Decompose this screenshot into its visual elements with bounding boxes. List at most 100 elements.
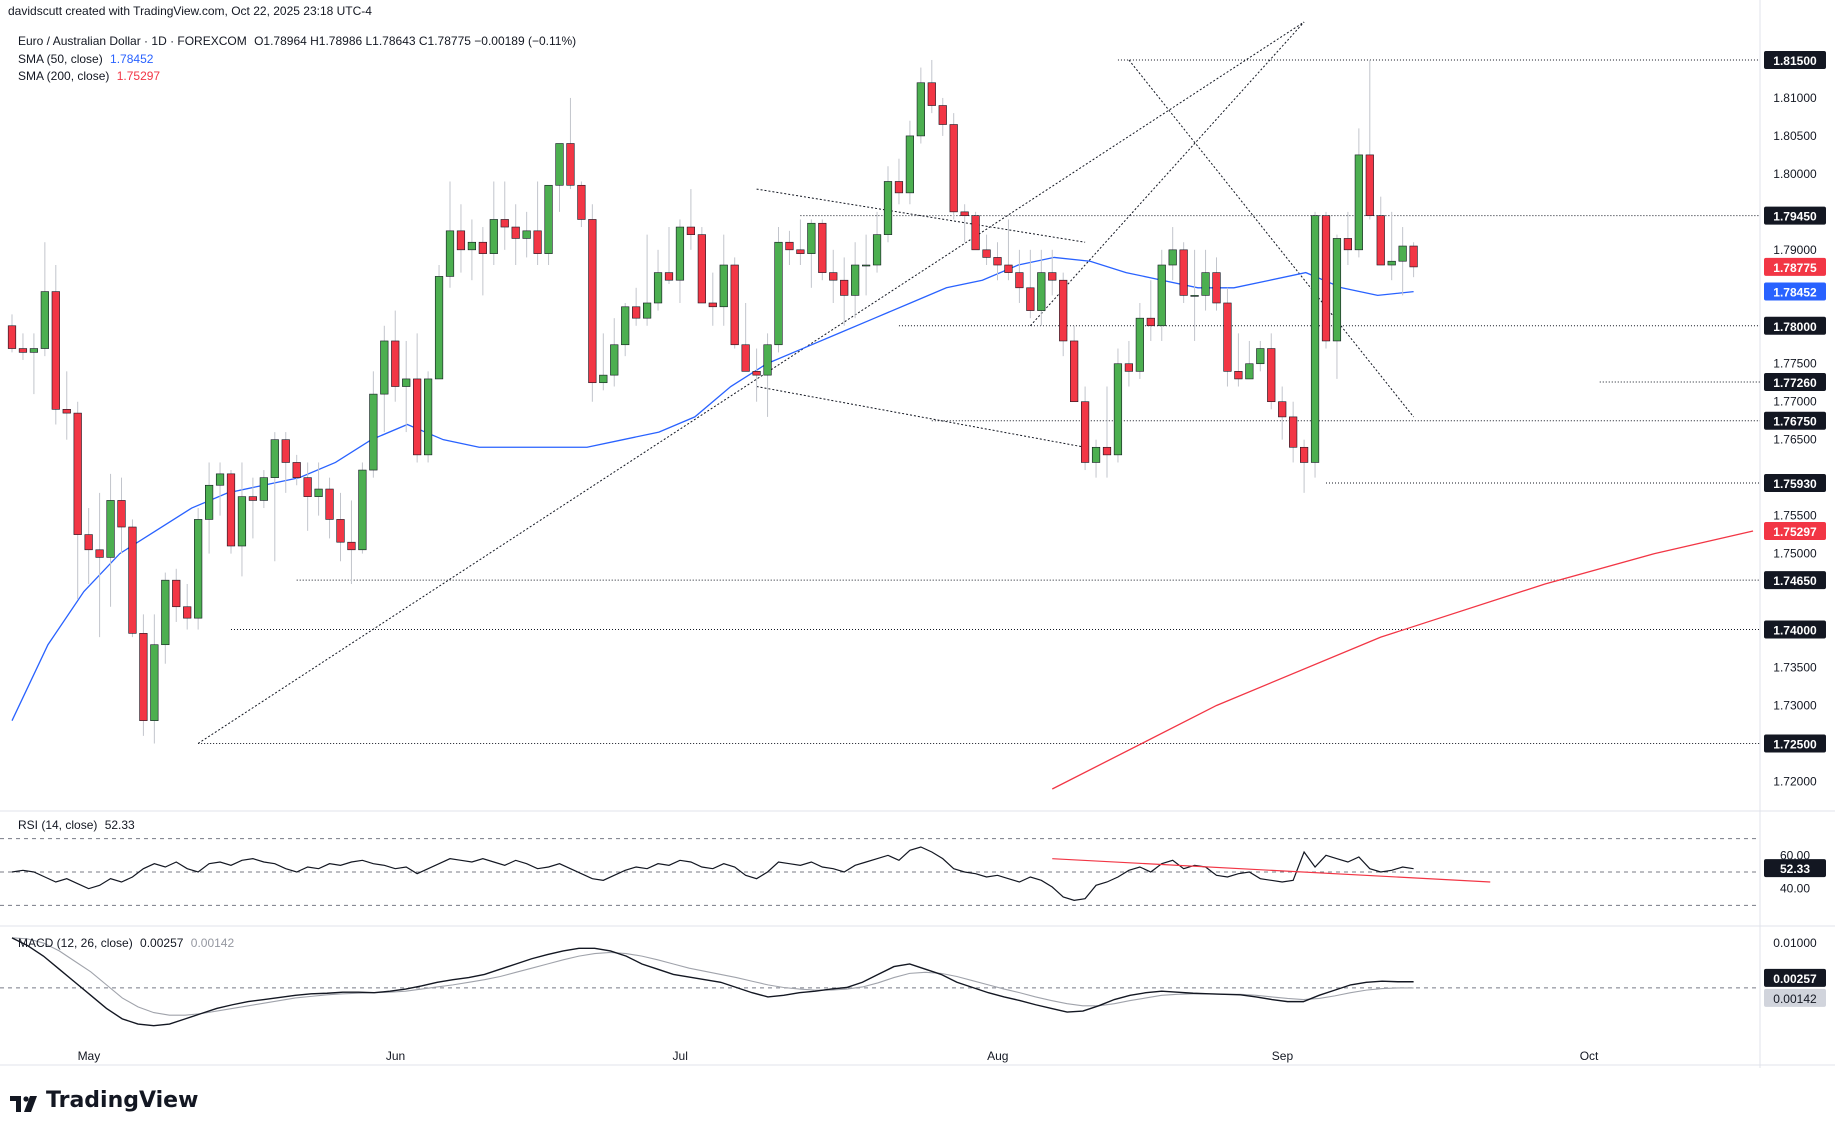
candle-body <box>708 302 717 308</box>
sma200-legend[interactable]: SMA (200, close) 1.75297 <box>18 69 160 83</box>
candle <box>566 97 575 190</box>
last-close-tag: 1.78775 <box>1764 257 1826 276</box>
candle-body <box>259 477 268 501</box>
rsi-tick-label: 60.00 <box>1780 848 1810 862</box>
candle <box>478 227 487 296</box>
rsi-label: RSI (14, close) <box>18 818 98 832</box>
candle <box>533 181 542 266</box>
sma50-value-tag-bg <box>1764 282 1826 301</box>
candle <box>161 572 170 664</box>
candle-body <box>1004 264 1013 273</box>
candle-body <box>807 222 816 254</box>
rsi-tag-label: 52.33 <box>1780 862 1810 876</box>
candle-body <box>380 340 389 395</box>
candle-body <box>1015 272 1024 289</box>
candle-body <box>938 105 947 125</box>
macd-legend[interactable]: MACD (12, 26, close) 0.00257 0.00142 <box>18 936 234 950</box>
candle <box>117 477 126 554</box>
candle <box>522 211 531 258</box>
candle-body <box>369 393 378 471</box>
sma50-value-tag: 1.78452 <box>1764 282 1826 301</box>
candle-body <box>347 541 356 551</box>
tradingview-logo[interactable]: TradingView <box>10 1088 198 1113</box>
candle-body <box>1398 245 1407 262</box>
candle <box>653 249 663 311</box>
candle <box>1398 227 1407 296</box>
candle-body <box>73 412 82 535</box>
candles <box>7 59 1418 744</box>
time-tick-label: Jun <box>386 1049 405 1063</box>
macd-pane <box>0 937 1760 1027</box>
candle-body <box>905 135 914 194</box>
price-tick-label: 1.76500 <box>1773 433 1817 447</box>
candle <box>1310 211 1320 478</box>
candle-body <box>1278 401 1287 418</box>
level-price-tag: 1.75930 <box>1764 473 1826 492</box>
candle <box>336 492 345 562</box>
level-tag-bg <box>1764 620 1826 639</box>
candle-body <box>1245 363 1254 380</box>
candle <box>1354 128 1363 258</box>
candle-body <box>1343 238 1352 251</box>
candle-body <box>511 226 520 239</box>
candle-body <box>40 291 49 349</box>
candle <box>1179 242 1188 303</box>
candle-body <box>1135 317 1144 372</box>
candle <box>29 333 39 395</box>
candle <box>544 184 553 266</box>
symbol-title: Euro / Australian Dollar · 1D · FOREXCOM <box>18 34 247 48</box>
candle <box>1289 401 1298 463</box>
candle-body <box>861 264 871 267</box>
candle <box>281 432 290 493</box>
sma50-label: SMA (50, close) <box>18 52 103 66</box>
symbol-legend[interactable]: Euro / Australian Dollar · 1D · FOREXCOM… <box>18 34 576 48</box>
candle <box>851 242 860 319</box>
candle-body <box>358 469 367 551</box>
candle-body <box>445 230 455 277</box>
signal-tag-label: 0.00142 <box>1773 992 1817 1006</box>
candle-body <box>544 184 553 254</box>
time-tick-label: Aug <box>987 1049 1008 1063</box>
level-tag-bg <box>1764 50 1826 69</box>
rsi-legend[interactable]: RSI (14, close) 52.33 <box>18 818 135 832</box>
candle <box>588 204 597 402</box>
candle-body <box>1234 371 1243 380</box>
candle-body <box>1081 401 1090 463</box>
candle-body <box>1026 287 1035 311</box>
level-tag-bg <box>1764 316 1826 335</box>
candle-body <box>533 230 542 254</box>
price-axis[interactable]: 1.81500 1.79450 1.78000 1.77260 1.76750 1.759… <box>1764 50 1826 1007</box>
candle <box>467 219 477 281</box>
candle-body <box>785 241 794 251</box>
horizontal-levels <box>198 59 1760 744</box>
candle <box>719 234 728 326</box>
level-tag-bg <box>1764 473 1826 492</box>
time-axis[interactable]: MayJunJulAugSepOctNov <box>78 1049 1835 1063</box>
signal-tag-bg <box>1764 988 1826 1007</box>
level-price-tag: 1.77260 <box>1764 372 1826 391</box>
candle <box>1157 249 1166 341</box>
candle-body <box>500 219 509 228</box>
candle <box>106 473 115 607</box>
candle <box>500 181 509 250</box>
candle <box>1168 227 1177 281</box>
sma50-legend[interactable]: SMA (50, close) 1.78452 <box>18 52 153 66</box>
price-tick-label: 1.72000 <box>1773 774 1817 788</box>
candle <box>763 333 772 417</box>
candle-body <box>7 325 17 349</box>
level-tag-bg <box>1764 411 1826 430</box>
candle <box>1091 439 1101 478</box>
candle <box>205 462 214 554</box>
candle <box>1300 439 1309 493</box>
time-tick-label: May <box>78 1049 101 1063</box>
candle-body <box>949 124 958 213</box>
ohlc-values: O1.78964 H1.78986 L1.78643 C1.78775 −0.0… <box>254 34 577 48</box>
candle-body <box>697 234 706 304</box>
time-tick-label: Oct <box>1580 1049 1599 1063</box>
candle-body <box>686 226 695 235</box>
candle-body <box>391 340 400 387</box>
candle-body <box>423 378 433 456</box>
candle <box>237 462 247 577</box>
candle-body <box>763 344 772 376</box>
